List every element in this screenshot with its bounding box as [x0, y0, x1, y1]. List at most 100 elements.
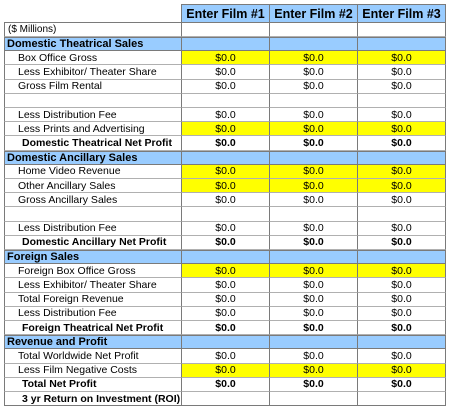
row-label[interactable]: Less Distribution Fee	[4, 108, 182, 123]
input-cell-film-2[interactable]: $0.0	[270, 51, 358, 66]
input-cell-film-3[interactable]: $0.0	[358, 122, 446, 137]
row-label[interactable]: Foreign Theatrical Net Profit	[4, 321, 182, 336]
value-cell-film-2[interactable]: $0.0	[270, 278, 358, 293]
value-cell-film-2[interactable]: $0.0	[270, 108, 358, 123]
value-cell-film-1[interactable]: $0.0	[182, 79, 270, 94]
empty-cell[interactable]	[182, 250, 270, 265]
value-cell-film-2[interactable]: $0.0	[270, 292, 358, 307]
value-cell-film-1[interactable]: $0.0	[182, 193, 270, 208]
value-cell-film-1[interactable]: $0.0	[182, 321, 270, 336]
value-cell-film-1[interactable]: $0.0	[182, 65, 270, 80]
input-cell-film-3[interactable]: $0.0	[358, 179, 446, 194]
value-cell-film-2[interactable]: $0.0	[270, 65, 358, 80]
value-cell-film-2[interactable]: $0.0	[270, 136, 358, 151]
row-label[interactable]: Foreign Box Office Gross	[4, 264, 182, 279]
units-note[interactable]: ($ Millions)	[4, 23, 182, 37]
value-cell-film-2[interactable]: $0.0	[270, 377, 358, 392]
row-label[interactable]: Less Distribution Fee	[4, 306, 182, 321]
value-cell-film-3[interactable]: $0.0	[358, 235, 446, 250]
empty-cell[interactable]	[358, 207, 446, 222]
value-cell-film-2[interactable]: $0.0	[270, 193, 358, 208]
value-cell-film-2[interactable]: $0.0	[270, 321, 358, 336]
value-cell-film-1[interactable]: $0.0	[182, 136, 270, 151]
empty-cell[interactable]	[182, 335, 270, 350]
empty-cell[interactable]	[182, 93, 270, 108]
input-cell-film-3[interactable]: $0.0	[358, 363, 446, 378]
value-cell-film-3[interactable]: $0.0	[358, 221, 446, 236]
value-cell-film-3[interactable]: $0.0	[358, 278, 446, 293]
value-cell-film-3[interactable]: $0.0	[358, 292, 446, 307]
input-cell-film-2[interactable]: $0.0	[270, 122, 358, 137]
row-label[interactable]: Less Exhibitor/ Theater Share	[4, 65, 182, 80]
row-label[interactable]: Total Net Profit	[4, 377, 182, 392]
input-cell-film-2[interactable]: $0.0	[270, 179, 358, 194]
value-cell-film-3[interactable]	[358, 392, 446, 406]
empty-cell[interactable]	[270, 250, 358, 265]
value-cell-film-3[interactable]: $0.0	[358, 377, 446, 392]
section-heading[interactable]: Revenue and Profit	[4, 335, 182, 350]
value-cell-film-3[interactable]: $0.0	[358, 193, 446, 208]
value-cell-film-1[interactable]: $0.0	[182, 292, 270, 307]
value-cell-film-3[interactable]: $0.0	[358, 65, 446, 80]
empty-cell[interactable]	[182, 150, 270, 165]
input-cell-film-1[interactable]: $0.0	[182, 122, 270, 137]
empty-cell[interactable]	[270, 23, 358, 37]
empty-cell[interactable]	[358, 250, 446, 265]
film-1-header[interactable]: Enter Film #1	[182, 4, 270, 23]
empty-cell[interactable]	[270, 150, 358, 165]
input-cell-film-3[interactable]: $0.0	[358, 164, 446, 179]
empty-cell[interactable]	[270, 93, 358, 108]
value-cell-film-1[interactable]: $0.0	[182, 377, 270, 392]
value-cell-film-1[interactable]: $0.0	[182, 306, 270, 321]
input-cell-film-3[interactable]: $0.0	[358, 51, 446, 66]
row-label[interactable]: Home Video Revenue	[4, 164, 182, 179]
row-label[interactable]: Less Prints and Advertising	[4, 122, 182, 137]
value-cell-film-2[interactable]: $0.0	[270, 235, 358, 250]
value-cell-film-1[interactable]: $0.0	[182, 278, 270, 293]
row-label[interactable]	[4, 207, 182, 222]
film-3-header[interactable]: Enter Film #3	[358, 4, 446, 23]
row-label[interactable]: Less Distribution Fee	[4, 221, 182, 236]
row-label[interactable]: 3 yr Return on Investment (ROI)	[4, 392, 182, 406]
row-label[interactable]: Total Foreign Revenue	[4, 292, 182, 307]
value-cell-film-3[interactable]: $0.0	[358, 136, 446, 151]
value-cell-film-2[interactable]: $0.0	[270, 349, 358, 364]
input-cell-film-3[interactable]: $0.0	[358, 264, 446, 279]
empty-cell[interactable]	[182, 207, 270, 222]
empty-cell[interactable]	[358, 37, 446, 52]
value-cell-film-1[interactable]: $0.0	[182, 221, 270, 236]
row-label[interactable]: Gross Ancillary Sales	[4, 193, 182, 208]
value-cell-film-3[interactable]: $0.0	[358, 108, 446, 123]
row-label[interactable]	[4, 93, 182, 108]
value-cell-film-1[interactable]: $0.0	[182, 108, 270, 123]
row-label[interactable]: Box Office Gross	[4, 51, 182, 66]
value-cell-film-3[interactable]: $0.0	[358, 321, 446, 336]
empty-cell[interactable]	[270, 335, 358, 350]
value-cell-film-1[interactable]: $0.0	[182, 349, 270, 364]
empty-cell[interactable]	[358, 23, 446, 37]
empty-cell[interactable]	[358, 93, 446, 108]
value-cell-film-2[interactable]: $0.0	[270, 221, 358, 236]
row-label[interactable]: Less Film Negative Costs	[4, 363, 182, 378]
value-cell-film-1[interactable]	[182, 392, 270, 406]
input-cell-film-2[interactable]: $0.0	[270, 363, 358, 378]
input-cell-film-1[interactable]: $0.0	[182, 363, 270, 378]
section-heading[interactable]: Domestic Theatrical Sales	[4, 37, 182, 52]
row-label[interactable]: Less Exhibitor/ Theater Share	[4, 278, 182, 293]
empty-cell[interactable]	[358, 335, 446, 350]
row-label[interactable]: Gross Film Rental	[4, 79, 182, 94]
empty-cell[interactable]	[182, 37, 270, 52]
row-label[interactable]: Domestic Ancillary Net Profit	[4, 235, 182, 250]
row-label[interactable]: Total Worldwide Net Profit	[4, 349, 182, 364]
input-cell-film-1[interactable]: $0.0	[182, 51, 270, 66]
row-label[interactable]: Domestic Theatrical Net Profit	[4, 136, 182, 151]
input-cell-film-2[interactable]: $0.0	[270, 164, 358, 179]
empty-cell[interactable]	[358, 150, 446, 165]
section-heading[interactable]: Domestic Ancillary Sales	[4, 150, 182, 165]
input-cell-film-1[interactable]: $0.0	[182, 164, 270, 179]
value-cell-film-1[interactable]: $0.0	[182, 235, 270, 250]
value-cell-film-2[interactable]: $0.0	[270, 306, 358, 321]
row-label[interactable]: Other Ancillary Sales	[4, 179, 182, 194]
value-cell-film-2[interactable]: $0.0	[270, 79, 358, 94]
empty-cell[interactable]	[270, 37, 358, 52]
